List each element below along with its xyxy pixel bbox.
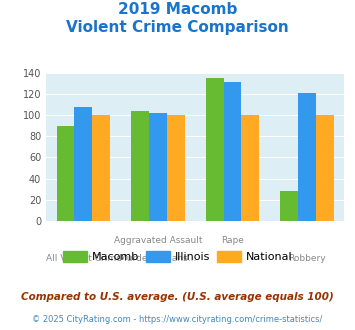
Text: Compared to U.S. average. (U.S. average equals 100): Compared to U.S. average. (U.S. average …: [21, 292, 334, 302]
Bar: [298, 93, 316, 221]
Text: Murder & Mans...: Murder & Mans...: [119, 254, 197, 263]
Bar: [75, 107, 92, 221]
Bar: [316, 115, 334, 221]
Bar: [149, 113, 167, 221]
Legend: Macomb, Illinois, National: Macomb, Illinois, National: [59, 247, 296, 266]
Bar: [131, 111, 149, 221]
Text: Rape: Rape: [221, 236, 244, 245]
Bar: [92, 115, 110, 221]
Text: Aggravated Assault: Aggravated Assault: [114, 236, 202, 245]
Bar: [206, 78, 224, 221]
Text: Violent Crime Comparison: Violent Crime Comparison: [66, 20, 289, 35]
Bar: [167, 115, 185, 221]
Bar: [56, 126, 75, 221]
Text: © 2025 CityRating.com - https://www.cityrating.com/crime-statistics/: © 2025 CityRating.com - https://www.city…: [32, 315, 323, 324]
Text: 2019 Macomb: 2019 Macomb: [118, 2, 237, 16]
Text: All Violent Crime: All Violent Crime: [45, 254, 121, 263]
Bar: [241, 115, 260, 221]
Bar: [280, 191, 298, 221]
Bar: [224, 82, 241, 221]
Text: Robbery: Robbery: [288, 254, 326, 263]
